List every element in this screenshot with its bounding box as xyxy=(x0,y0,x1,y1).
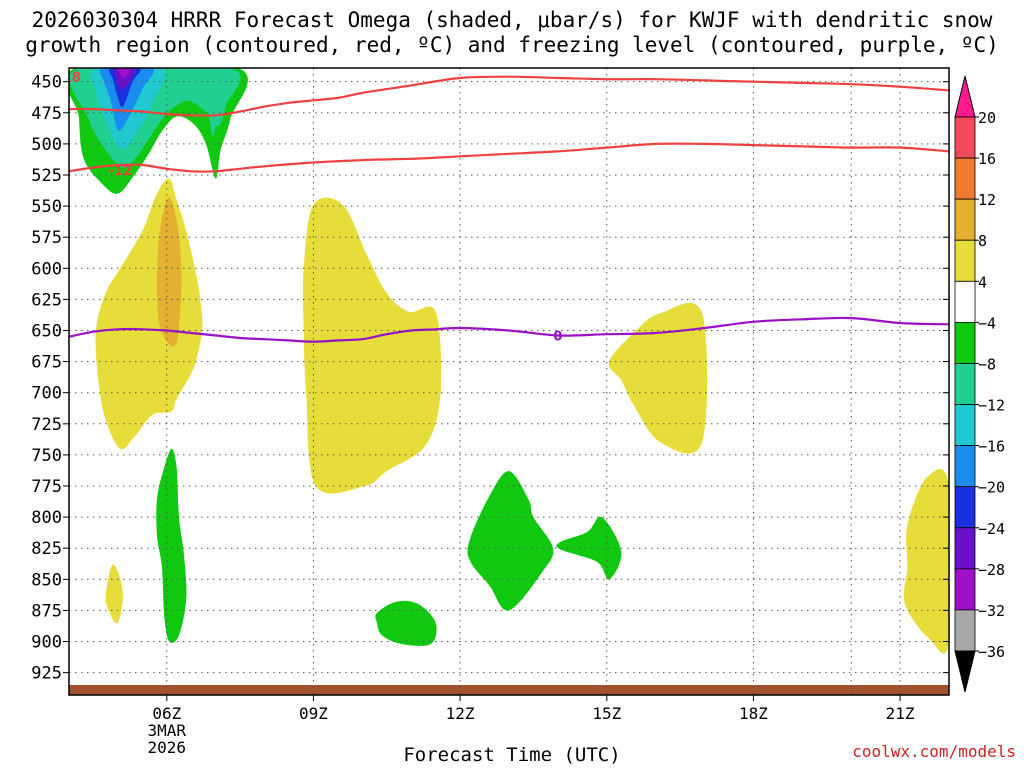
omega-green-b xyxy=(467,471,554,611)
colorbar-swatch-11 xyxy=(954,568,976,611)
omega-yellow-d xyxy=(903,468,949,654)
omega-green-c xyxy=(556,516,622,580)
xtick-label-15Z: 15Z xyxy=(592,704,621,723)
omega-upper-indigo xyxy=(113,68,136,90)
freezing-level-0-label: 0 xyxy=(553,329,562,344)
colorbar-label-5: −4 xyxy=(978,314,996,332)
ytick-label-575: 575 xyxy=(31,228,62,248)
omega-green-d xyxy=(375,600,437,646)
axes: 450 475 500 525 550 575 600 625 650 675 700 725 750 7… xyxy=(31,67,950,757)
gridlines xyxy=(69,68,949,695)
colorbar: 20 16 12 8 4 −4 −8 −12 −16 −20 −24 −28 −32 −36 xyxy=(954,75,1005,693)
ground-band xyxy=(69,685,949,695)
colorbar-swatch-9 xyxy=(954,486,976,529)
colorbar-swatch-6 xyxy=(954,363,976,405)
xtick-label-21Z: 21Z xyxy=(886,704,915,723)
xtick-label-09Z: 09Z xyxy=(299,704,328,723)
ytick-label-750: 750 xyxy=(31,446,62,466)
colorbar-label-0: 20 xyxy=(978,109,996,127)
colorbar-swatch-10 xyxy=(954,527,976,570)
ytick-label-650: 650 xyxy=(31,321,62,341)
dgz-12-line xyxy=(69,142,949,173)
ytick-label-675: 675 xyxy=(31,353,62,373)
colorbar-label-4: 4 xyxy=(978,273,987,291)
xtick-sublabel-0: 3MAR xyxy=(148,721,187,740)
colorbar-label-6: −8 xyxy=(978,355,996,373)
colorbar-swatch-2 xyxy=(954,198,976,241)
ytick-label-525: 525 xyxy=(31,166,62,186)
colorbar-label-7: −12 xyxy=(978,397,1005,415)
plot-frame xyxy=(68,67,950,696)
colorbar-label-13: −36 xyxy=(978,643,1005,661)
colorbar-bottom-arrow xyxy=(954,650,976,693)
chart-title-line2: growth region (contoured, red, ºC) and f… xyxy=(25,33,999,57)
colorbar-swatch-8 xyxy=(954,445,976,488)
x-axis-title: Forecast Time (UTC) xyxy=(403,744,621,766)
xtick-sublabel-1: 2026 xyxy=(148,738,187,757)
colorbar-label-8: −16 xyxy=(978,438,1005,456)
dgz-18-label: -18 xyxy=(57,71,81,86)
omega-yellow-b xyxy=(302,197,442,494)
colorbar-swatch-12 xyxy=(954,609,976,652)
ytick-label-850: 850 xyxy=(31,570,62,590)
ytick-label-925: 925 xyxy=(31,664,62,684)
colorbar-swatch-5 xyxy=(954,321,976,364)
dgz-18-line xyxy=(69,75,949,117)
omega-shading xyxy=(69,68,949,654)
colorbar-swatch-7 xyxy=(954,404,976,447)
xtick-label-12Z: 12Z xyxy=(446,704,475,723)
temperature-contours: -18 -12 0 xyxy=(57,71,949,344)
omega-yellow-a xyxy=(95,178,203,450)
omega-green-a xyxy=(156,448,187,643)
ytick-label-700: 700 xyxy=(31,384,62,404)
colorbar-label-10: −24 xyxy=(978,520,1005,538)
omega-yellow-e xyxy=(105,564,123,624)
ytick-label-725: 725 xyxy=(31,415,62,435)
dgz-12-label: -12 xyxy=(109,164,133,179)
omega-orange-a xyxy=(156,197,182,347)
colorbar-label-9: −20 xyxy=(978,479,1005,497)
chart-title: 2026030304 HRRR Forecast Omega (shaded, … xyxy=(0,8,1024,58)
xtick-label-18Z: 18Z xyxy=(739,704,768,723)
ytick-label-800: 800 xyxy=(31,508,62,528)
colorbar-label-11: −28 xyxy=(978,561,1005,579)
colorbar-label-12: −32 xyxy=(978,602,1005,620)
ytick-label-475: 475 xyxy=(31,104,62,124)
ytick-label-875: 875 xyxy=(31,601,62,621)
ytick-label-550: 550 xyxy=(31,197,62,217)
ground-terrain xyxy=(69,685,949,695)
colorbar-top-arrow xyxy=(954,75,976,118)
omega-upper-right-teal xyxy=(199,68,227,137)
ytick-label-500: 500 xyxy=(31,135,62,155)
colorbar-label-2: 12 xyxy=(978,191,996,209)
freezing-level-0-line xyxy=(69,316,949,343)
ytick-label-625: 625 xyxy=(31,290,62,310)
omega-yellow-c xyxy=(608,302,708,454)
chart-title-line1: 2026030304 HRRR Forecast Omega (shaded, … xyxy=(31,8,993,32)
source-credit: coolwx.com/models xyxy=(852,742,1016,761)
colorbar-swatch-4 xyxy=(954,280,976,323)
ytick-label-600: 600 xyxy=(31,259,62,279)
colorbar-label-1: 16 xyxy=(978,150,996,168)
ytick-label-900: 900 xyxy=(31,633,62,653)
omega-upper-purple xyxy=(117,68,131,78)
colorbar-swatch-0 xyxy=(954,116,976,159)
colorbar-label-3: 8 xyxy=(978,232,987,250)
xtick-label-06Z: 06Z xyxy=(152,704,181,723)
omega-upper-blue xyxy=(99,68,154,131)
ytick-label-450: 450 xyxy=(31,73,62,93)
colorbar-swatch-1 xyxy=(954,157,976,200)
ytick-label-825: 825 xyxy=(31,539,62,559)
ytick-label-775: 775 xyxy=(31,477,62,497)
colorbar-swatch-3 xyxy=(954,239,976,282)
